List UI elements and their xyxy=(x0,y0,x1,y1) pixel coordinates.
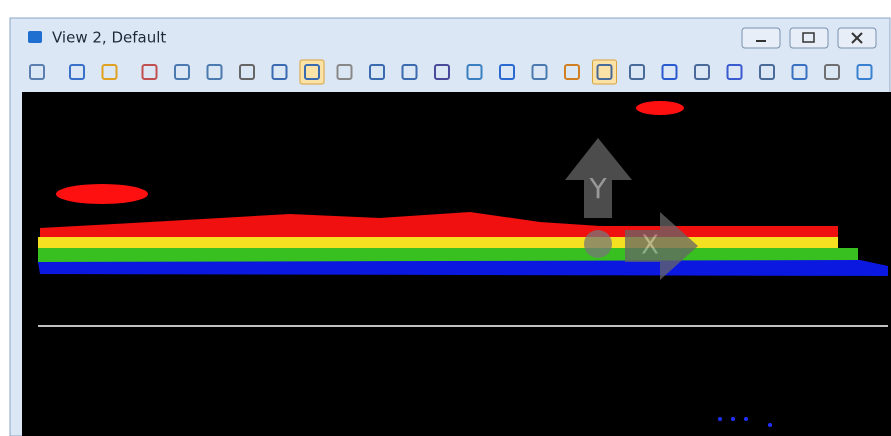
blue-layer xyxy=(38,260,888,276)
toolbar-button[interactable] xyxy=(593,60,617,84)
point xyxy=(718,417,722,421)
point xyxy=(744,417,748,421)
minimize-button[interactable] xyxy=(742,28,780,48)
x-axis-label: X xyxy=(641,231,659,261)
viewport-window: View 2, Default Y X xyxy=(0,0,891,436)
yellow-layer xyxy=(38,237,838,249)
window-buttons xyxy=(742,28,876,48)
y-axis-label: Y xyxy=(588,172,607,205)
restore-button[interactable] xyxy=(790,28,828,48)
origin xyxy=(584,230,612,258)
page: View 2, Default Y X (() => { const data … xyxy=(0,0,891,436)
point xyxy=(731,417,735,421)
window-icon xyxy=(28,31,42,43)
point xyxy=(768,423,772,427)
point-cluster xyxy=(56,184,148,204)
toolbar-button[interactable] xyxy=(300,60,324,84)
point-cluster xyxy=(636,101,684,115)
window-title: View 2, Default xyxy=(52,29,166,47)
green-layer xyxy=(38,248,858,262)
